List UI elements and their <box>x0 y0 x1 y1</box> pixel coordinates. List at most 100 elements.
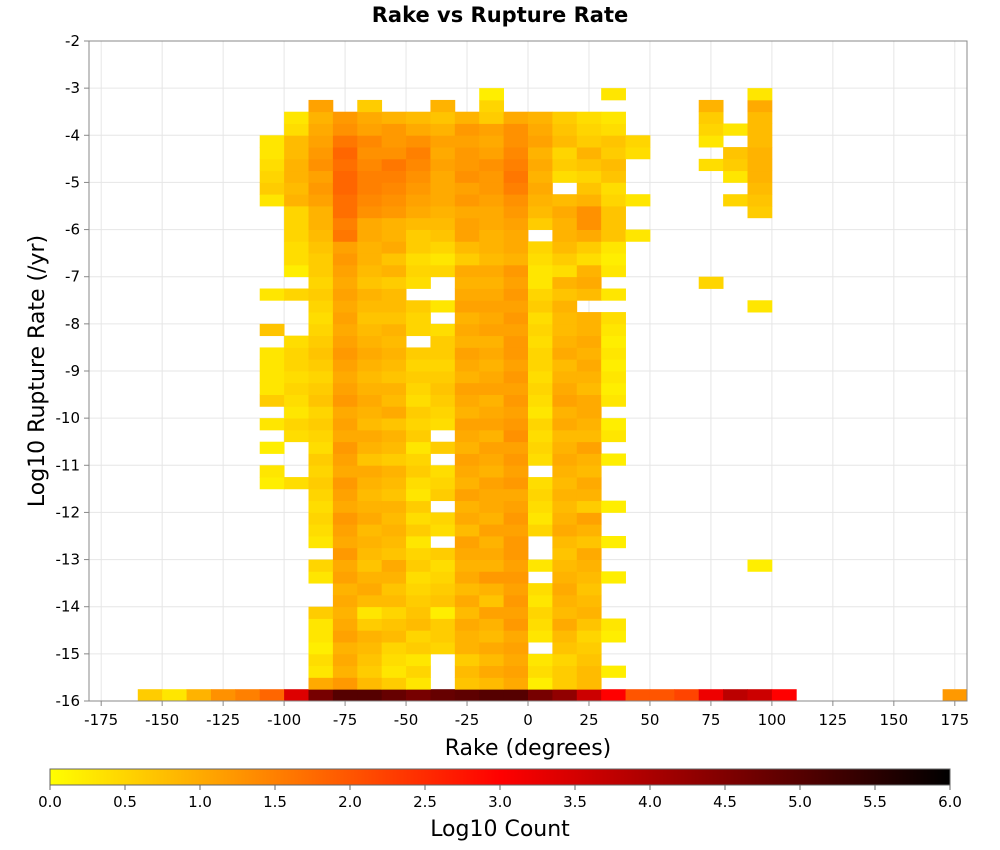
heatmap-cell <box>406 630 431 643</box>
heatmap-cell <box>698 111 724 124</box>
heatmap-cell <box>576 147 602 160</box>
heatmap-cell <box>430 253 456 266</box>
heatmap-cell <box>308 689 334 702</box>
heatmap-cell <box>381 135 407 148</box>
heatmap-cell <box>528 665 553 678</box>
heatmap-cell <box>552 677 578 690</box>
heatmap-cell <box>430 512 456 525</box>
heatmap-cell <box>479 371 505 384</box>
colorbar-label: Log10 Count <box>430 817 570 842</box>
heatmap-cell <box>308 618 334 631</box>
x-tick-label: -100 <box>267 711 301 729</box>
heatmap-cell <box>479 182 505 195</box>
heatmap-cell <box>454 418 480 431</box>
heatmap-cell <box>430 594 456 608</box>
heatmap-cell <box>332 123 358 136</box>
heatmap-cell <box>284 158 309 172</box>
heatmap-cell <box>430 465 456 478</box>
heatmap-cell <box>479 465 505 478</box>
heatmap-cell <box>747 111 773 124</box>
heatmap-cell <box>747 158 773 172</box>
colorbar-tick-label: 1.0 <box>188 793 212 811</box>
heatmap-cell <box>308 477 334 490</box>
heatmap-cell <box>308 653 334 667</box>
heatmap-cell <box>357 465 383 478</box>
heatmap-cell <box>259 441 285 454</box>
heatmap-cell <box>357 276 383 289</box>
heatmap-cell <box>576 653 602 667</box>
heatmap-cell <box>942 689 968 702</box>
heatmap-cell <box>576 618 602 631</box>
heatmap-cell <box>381 300 407 313</box>
heatmap-cell <box>454 559 480 572</box>
heatmap-cell <box>576 453 602 466</box>
heatmap-cell <box>381 347 407 360</box>
heatmap-cell <box>601 147 626 160</box>
heatmap-cell <box>308 606 334 619</box>
heatmap-cell <box>601 241 626 254</box>
heatmap-cell <box>552 335 578 348</box>
heatmap-cell <box>284 477 309 490</box>
heatmap-cell <box>528 689 553 702</box>
heatmap-cell <box>576 206 602 219</box>
heatmap-cell <box>357 347 383 360</box>
colorbar-ticks: 0.0 0.5 1.0 1.5 2.0 2.5 3.0 3.5 4.0 4.5 5.0 5.5 6.0 <box>38 785 962 811</box>
heatmap-cell <box>576 170 602 183</box>
colorbar-tick-label: 0.0 <box>38 793 62 811</box>
heatmap-cell <box>381 441 407 454</box>
heatmap-cell <box>552 382 578 395</box>
heatmap-cell <box>454 206 480 219</box>
heatmap-cell <box>137 689 163 702</box>
heatmap-cell <box>552 253 578 266</box>
heatmap-cell <box>381 264 407 278</box>
heatmap-cell <box>406 594 431 608</box>
heatmap-cell <box>406 182 431 195</box>
heatmap-cell <box>552 477 578 490</box>
heatmap-cell <box>308 418 334 431</box>
heatmap-cell <box>406 347 431 360</box>
heatmap-cell <box>381 406 407 419</box>
heatmap-cell <box>308 194 334 207</box>
heatmap-cell <box>430 477 456 490</box>
heatmap-cell <box>528 217 553 230</box>
heatmap-cell <box>479 642 505 655</box>
heatmap-cell <box>552 606 578 619</box>
heatmap-cell <box>454 264 480 278</box>
heatmap-cell <box>503 382 529 395</box>
heatmap-cell <box>552 524 578 537</box>
heatmap-cell <box>284 382 309 395</box>
heatmap-cell <box>528 276 553 289</box>
heatmap-cell <box>601 170 626 183</box>
heatmap-cell <box>576 229 602 242</box>
heatmap-cell <box>332 300 358 313</box>
heatmap-cell <box>576 477 602 490</box>
heatmap-cell <box>259 359 285 372</box>
heatmap-cell <box>503 111 529 124</box>
heatmap-cell <box>357 500 383 513</box>
heatmap-cell <box>503 241 529 254</box>
heatmap-cell <box>528 512 553 525</box>
heatmap-cell <box>503 547 529 560</box>
heatmap-cell <box>357 618 383 631</box>
heatmap-cell <box>479 677 505 690</box>
heatmap-cell <box>528 618 553 631</box>
heatmap-cell <box>332 323 358 337</box>
heatmap-cell <box>552 312 578 325</box>
heatmap-cell <box>747 300 773 313</box>
heatmap-cell <box>479 288 505 301</box>
heatmap-cell <box>479 630 505 643</box>
heatmap-cell <box>332 488 358 502</box>
heatmap-cell <box>528 335 553 348</box>
heatmap-cell <box>552 583 578 596</box>
heatmap-cell <box>357 477 383 490</box>
heatmap-cell <box>332 135 358 148</box>
heatmap-cell <box>308 206 334 219</box>
heatmap-cell <box>332 642 358 655</box>
heatmap-cell <box>528 524 553 537</box>
heatmap-cell <box>503 123 529 136</box>
heatmap-cell <box>552 264 578 278</box>
heatmap-cell <box>381 559 407 572</box>
heatmap-cell <box>308 312 334 325</box>
colorbar-tick-label: 3.5 <box>563 793 587 811</box>
heatmap-cell <box>259 135 285 148</box>
